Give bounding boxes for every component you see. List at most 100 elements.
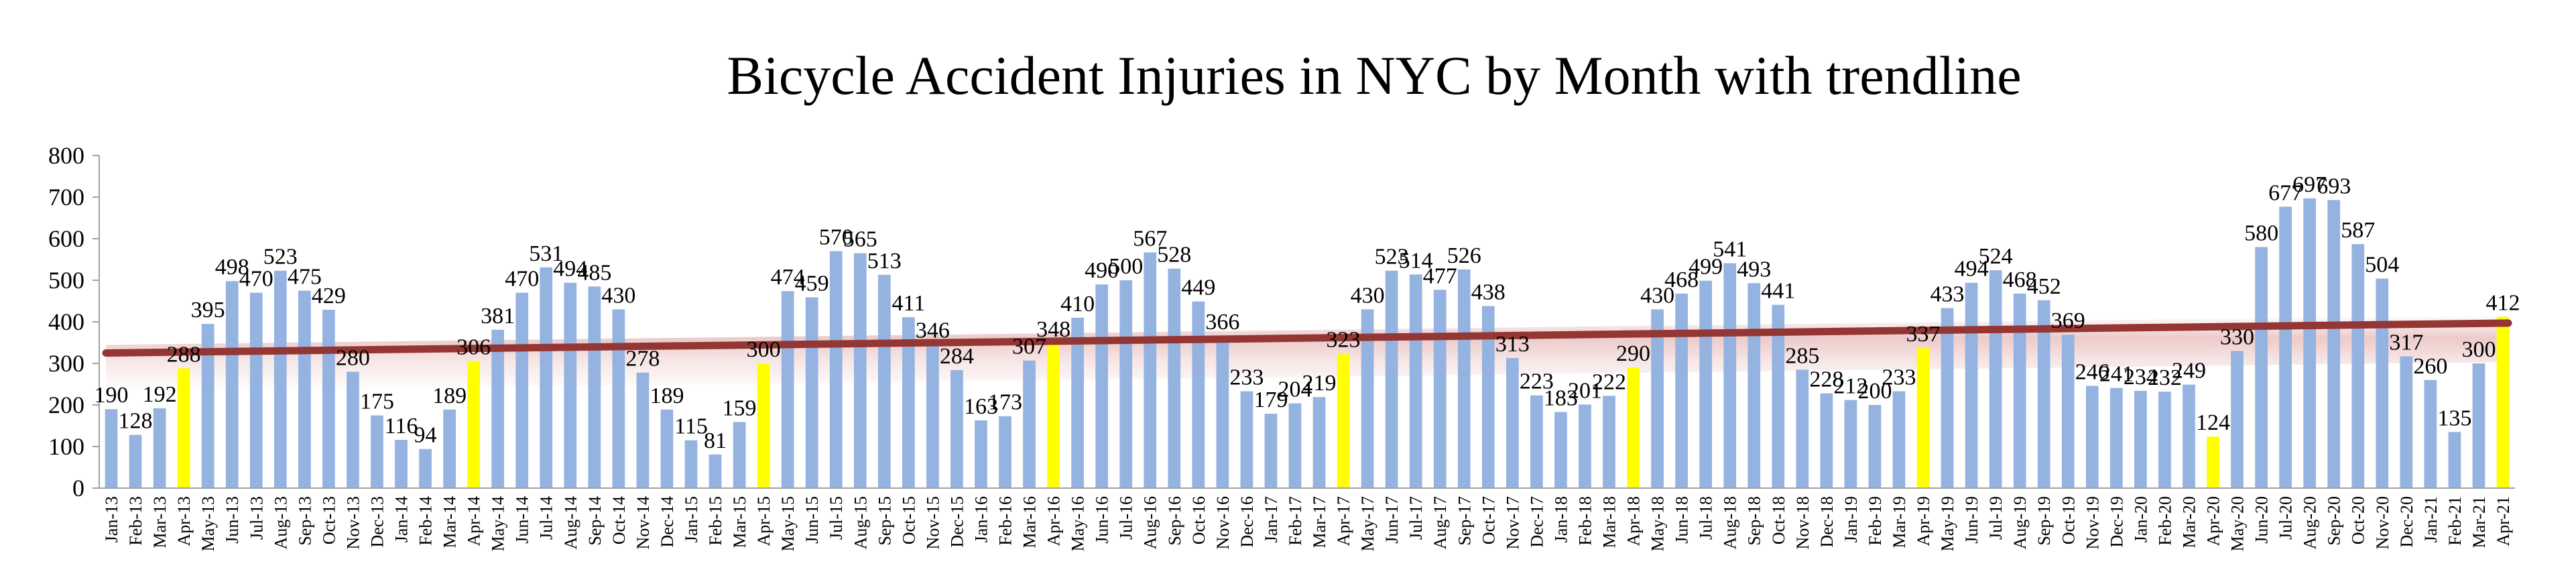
- y-tick-label: 500: [48, 267, 84, 294]
- y-tick-label: 0: [72, 475, 84, 502]
- bar: [1989, 270, 2002, 488]
- x-tick-label: Sep-14: [585, 496, 605, 546]
- data-label: 477: [1423, 264, 1457, 288]
- bar: [2037, 300, 2050, 488]
- data-label: 346: [916, 318, 950, 343]
- x-tick-label: Jan-18: [1551, 496, 1571, 542]
- x-tick-label: Jun-14: [513, 496, 532, 544]
- bar: [105, 409, 118, 488]
- x-tick-label: Jan-21: [2421, 496, 2441, 542]
- data-label: 179: [1253, 388, 1288, 412]
- data-label: 200: [1857, 379, 1892, 404]
- x-tick-label: Apr-19: [1914, 496, 1933, 546]
- x-tick-label: Sep-16: [1165, 496, 1184, 546]
- data-label: 490: [1085, 258, 1119, 283]
- x-tick-label: Dec-20: [2397, 496, 2416, 548]
- data-label: 285: [1785, 343, 1819, 368]
- x-tick-label: Oct-16: [1189, 496, 1209, 544]
- data-label: 498: [215, 255, 249, 280]
- bar: [1409, 274, 1422, 488]
- bar: [1047, 343, 1060, 488]
- bar: [1312, 397, 1326, 488]
- y-tick-label: 200: [48, 392, 84, 418]
- data-label: 513: [867, 249, 902, 274]
- x-tick-label: Aug-14: [561, 496, 580, 549]
- data-label: 306: [456, 335, 491, 359]
- x-tick-label: May-13: [198, 496, 218, 551]
- x-tick-label: Jul-16: [1117, 496, 1136, 540]
- x-tick-label: Feb-16: [996, 496, 1016, 546]
- data-label: 470: [505, 267, 539, 292]
- data-label: 697: [2292, 172, 2327, 197]
- x-tick-label: Feb-20: [2155, 496, 2174, 546]
- bar: [322, 310, 335, 488]
- chart-title: Bicycle Accident Injuries in NYC by Mont…: [727, 45, 2021, 106]
- x-tick-label: Jul-18: [1697, 496, 1716, 540]
- bar: [2327, 200, 2341, 488]
- x-tick-label: Nov-17: [1503, 496, 1522, 549]
- x-tick-label: Dec-18: [1817, 496, 1837, 548]
- bar: [1144, 252, 1157, 488]
- bar: [177, 368, 190, 488]
- bar: [2085, 386, 2099, 488]
- data-label: 693: [2317, 174, 2351, 198]
- data-label: 494: [553, 257, 587, 282]
- bar: [805, 297, 818, 488]
- bar: [1916, 348, 1930, 488]
- bar: [2448, 432, 2461, 488]
- bar: [1941, 308, 1954, 488]
- data-label: 587: [2341, 218, 2375, 243]
- bar: [347, 371, 359, 488]
- bar: [1651, 309, 1664, 488]
- trendline-line: [102, 319, 2512, 357]
- bar: [1699, 280, 1713, 488]
- data-label: 280: [336, 345, 370, 370]
- data-label: 189: [650, 384, 684, 408]
- data-labels: 1901281922883954984705234754292801751169…: [95, 172, 2520, 453]
- bar: [2134, 390, 2147, 488]
- x-tick-label: May-17: [1358, 496, 1377, 551]
- data-label: 192: [143, 382, 177, 407]
- bar: [950, 369, 963, 488]
- data-label: 189: [432, 384, 467, 408]
- x-tick-label: Mar-14: [440, 496, 460, 548]
- data-label: 470: [239, 267, 273, 292]
- bar: [153, 408, 166, 488]
- bar: [1868, 405, 1882, 488]
- x-tick-label: Feb-15: [706, 496, 725, 546]
- bar: [709, 454, 722, 488]
- x-tick-label: Jun-16: [1093, 496, 1112, 544]
- bar: [1288, 403, 1302, 488]
- data-label: 493: [1737, 257, 1771, 282]
- bar: [1965, 282, 1978, 488]
- data-label: 241: [2099, 362, 2134, 387]
- x-tick-label: Nov-15: [923, 496, 942, 549]
- data-label: 433: [1930, 282, 1965, 307]
- bar: [1095, 284, 1109, 488]
- data-label: 190: [95, 383, 129, 408]
- x-tick-label: Jun-13: [223, 496, 242, 544]
- bar: [1627, 367, 1640, 488]
- bar: [371, 415, 383, 488]
- data-label: 233: [1882, 365, 1916, 390]
- bar: [201, 324, 214, 488]
- x-tick-label: Mar-18: [1600, 496, 1619, 548]
- bar: [975, 420, 987, 488]
- x-tick-label: Feb-17: [1286, 496, 1305, 546]
- data-label: 246: [2075, 359, 2109, 384]
- data-label: 677: [2268, 180, 2303, 205]
- x-tick-label: Feb-14: [416, 496, 436, 546]
- bar: [999, 416, 1011, 488]
- data-label: 411: [892, 291, 925, 316]
- bar: [2376, 278, 2389, 488]
- data-label: 201: [1568, 378, 1602, 403]
- data-label: 430: [1351, 283, 1385, 308]
- data-label: 124: [2196, 410, 2230, 435]
- x-tick-label: Jan-17: [1262, 496, 1281, 542]
- bar: [2207, 436, 2219, 488]
- bar: [1192, 301, 1205, 488]
- data-label: 183: [1544, 386, 1578, 411]
- data-label: 204: [1278, 377, 1312, 402]
